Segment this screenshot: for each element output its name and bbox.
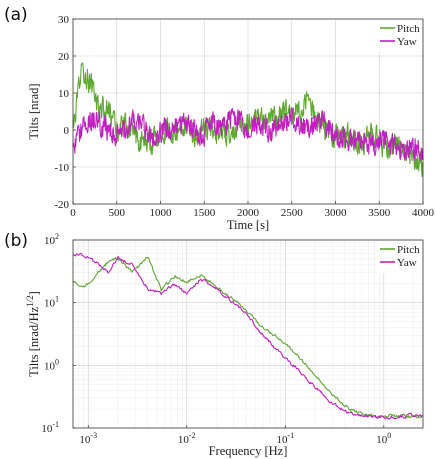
b-ytick-label: 102	[44, 232, 59, 247]
a-xtick-label: 2500	[281, 207, 304, 219]
a-xtick-label: 3500	[368, 207, 391, 219]
b-legend-box	[377, 241, 422, 273]
b-legend-label-pitch: Pitch	[397, 244, 420, 256]
b-x-axis-title: Frequency [Hz]	[209, 444, 288, 458]
a-ytick-label: 20	[58, 51, 70, 63]
b-legend-label-yaw: Yaw	[397, 257, 417, 269]
b-xtick-label: 10-3	[79, 431, 97, 446]
a-xtick-label: 1500	[193, 207, 216, 219]
a-ytick-label: 0	[64, 125, 70, 137]
a-xtick-label: 4000	[412, 207, 435, 219]
a-x-axis-title: Time [s]	[227, 218, 269, 232]
panel-a-time-series: 0 500 1000 1500 2000 2500 3000 3500 4000 -20 -10 0 1…	[4, 5, 435, 232]
a-panel-label: (a)	[4, 5, 28, 25]
b-ytick-label: 10-1	[41, 420, 59, 435]
a-ytick-label: -20	[54, 199, 69, 211]
b-xtick-label: 100	[376, 431, 391, 446]
a-xtick-label: 3000	[325, 207, 348, 219]
a-ytick-label: -10	[54, 162, 69, 174]
a-legend-box	[377, 20, 422, 52]
panel-b-spectrum: 10-3 10-2 10-1 100 10-1 100 101 102 Frequency [H…	[4, 231, 424, 458]
a-xtick-label: 2000	[237, 207, 260, 219]
a-xtick-label: 1000	[150, 207, 173, 219]
a-y-axis-title: Tilts [nrad]	[27, 83, 41, 139]
a-legend-label-yaw: Yaw	[397, 36, 417, 48]
a-series-yaw	[72, 107, 424, 162]
b-ytick-label: 101	[44, 295, 59, 310]
b-ytick-label: 100	[44, 357, 59, 372]
b-series-pitch	[72, 256, 424, 419]
a-ytick-label: 30	[58, 14, 70, 26]
b-plot-frame	[72, 239, 424, 429]
b-xtick-label: 10-1	[276, 431, 294, 446]
b-y-axis-title: Tilts [nrad/Hz1/2]	[25, 291, 41, 377]
b-panel-label: (b)	[4, 231, 28, 251]
a-legend-label-pitch: Pitch	[397, 23, 420, 35]
a-xtick-label: 0	[70, 207, 76, 219]
b-xtick-label: 10-2	[178, 431, 196, 446]
a-ytick-label: 10	[58, 88, 70, 100]
b-series-yaw	[73, 252, 424, 420]
a-xtick-label: 500	[109, 207, 126, 219]
